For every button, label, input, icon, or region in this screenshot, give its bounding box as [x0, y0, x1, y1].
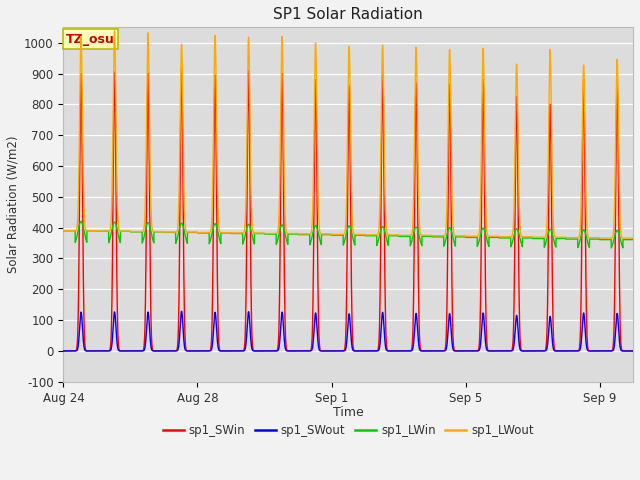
X-axis label: Time: Time	[333, 406, 364, 419]
Y-axis label: Solar Radiation (W/m2): Solar Radiation (W/m2)	[7, 136, 20, 273]
Legend: sp1_SWin, sp1_SWout, sp1_LWin, sp1_LWout: sp1_SWin, sp1_SWout, sp1_LWin, sp1_LWout	[158, 419, 538, 442]
Text: TZ_osu: TZ_osu	[67, 33, 115, 46]
Title: SP1 Solar Radiation: SP1 Solar Radiation	[273, 7, 423, 22]
